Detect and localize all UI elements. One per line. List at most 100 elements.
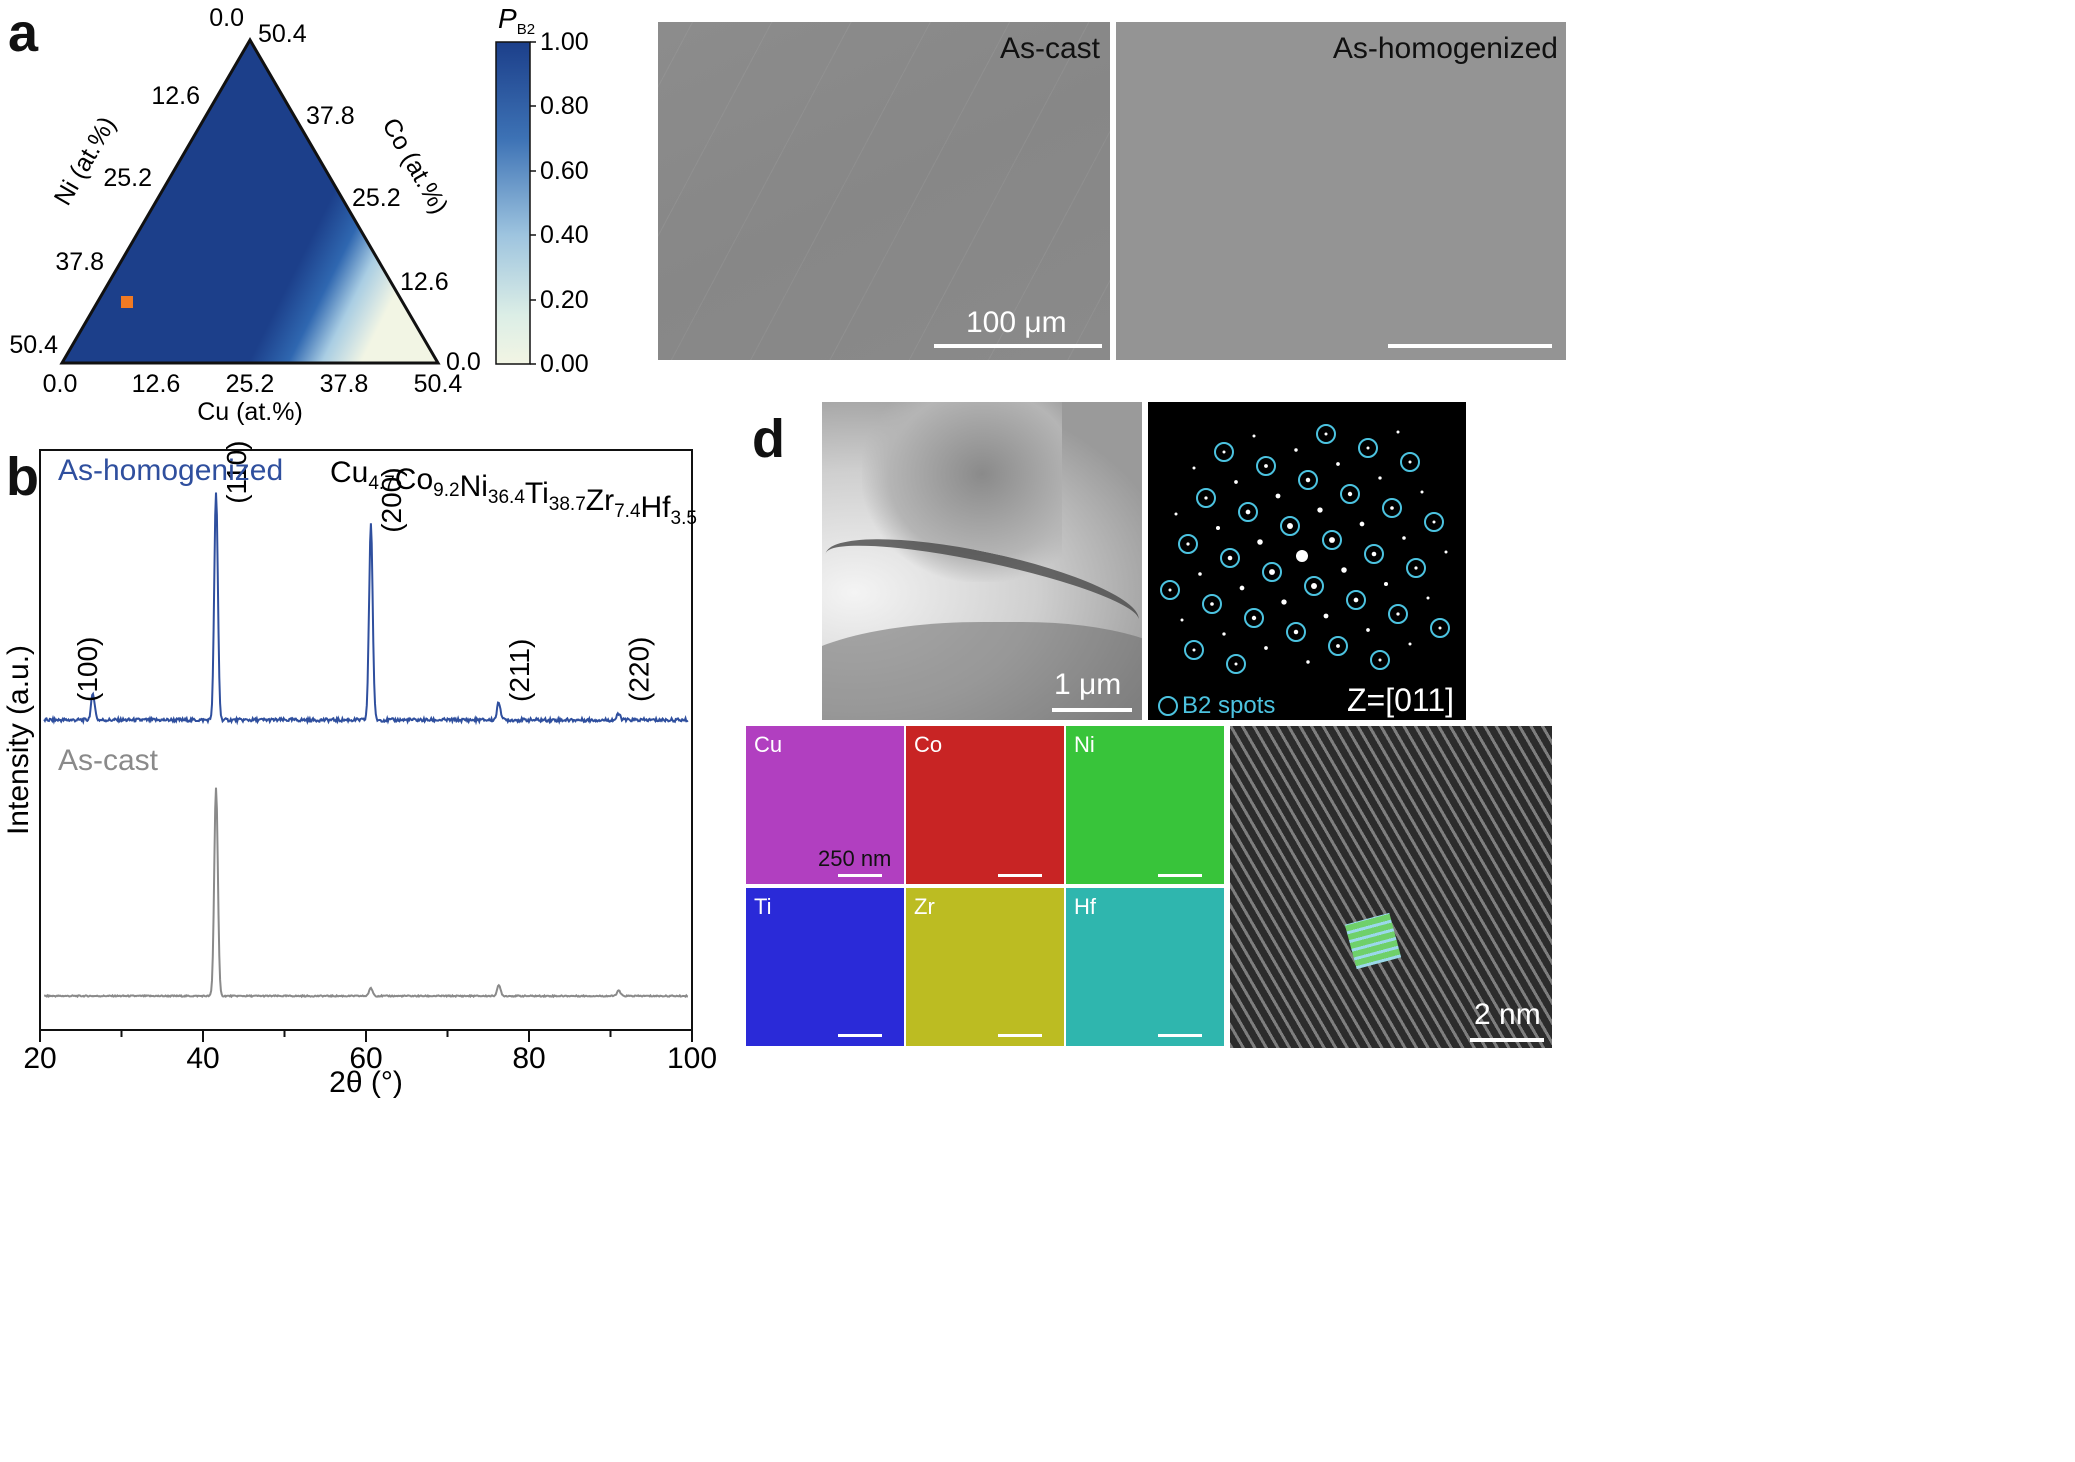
right-tick-5: 0.0	[446, 348, 481, 376]
formula-element: Co	[395, 463, 433, 496]
right-tick-3: 25.2	[352, 184, 401, 212]
bottom-tick-1: 0.0	[43, 370, 78, 398]
xrd-peak-label: (200)	[376, 467, 407, 532]
diffraction-spot	[1420, 490, 1424, 494]
colorbar-ticks	[530, 41, 536, 365]
diffraction-spot	[1402, 536, 1406, 540]
diffraction-spot	[1426, 596, 1430, 600]
diffraction-spot	[1359, 521, 1365, 527]
diffraction-spot	[1305, 477, 1311, 483]
diffraction-spot	[1347, 491, 1353, 497]
panel-letter-a: a	[8, 3, 39, 63]
diffraction-spot	[1264, 646, 1268, 650]
formula-element: Ni	[460, 470, 488, 503]
ternary-left-ticks: 0.0 12.6 25.2 37.8 50.4	[9, 4, 244, 359]
b2-spot-marker	[1424, 512, 1444, 532]
eds-scale-bar-cu	[838, 874, 882, 877]
formula-element: Ti	[525, 477, 549, 510]
diffraction-spot	[1323, 613, 1329, 619]
diffraction-spot	[1168, 588, 1172, 592]
diffraction-spot	[1251, 615, 1257, 621]
cb-tick-1: 1.00	[540, 28, 589, 56]
b2-spot-marker	[1202, 594, 1222, 614]
b2-spot-marker	[1346, 590, 1366, 610]
xrd-peak-label: (110)	[221, 441, 252, 504]
eds-scale-bar-ni	[1158, 874, 1202, 877]
b2-spot-marker	[1280, 516, 1300, 536]
diffraction-spot	[1281, 599, 1287, 605]
diffraction-spot	[1390, 506, 1394, 510]
formula-subscript: 9.2	[433, 480, 459, 501]
right-tick-4: 12.6	[400, 268, 449, 296]
diffraction-spot	[1252, 434, 1256, 438]
eds-label-ni: Ni	[1074, 732, 1095, 757]
b2-spot-marker	[1406, 558, 1426, 578]
right-tick-1: 50.4	[258, 20, 307, 48]
left-tick-5: 50.4	[9, 331, 58, 359]
formula-element: Zr	[586, 484, 614, 517]
diffraction-spot	[1444, 550, 1448, 554]
b2-spot-marker	[1160, 580, 1180, 600]
b2-spot-marker	[1382, 498, 1402, 518]
hrtem-scale-bar	[1470, 1038, 1544, 1042]
xrd-composition-formula: Cu4.7Co9.2Ni36.4Ti38.7Zr7.4Hf3.5	[330, 456, 697, 529]
sem-image-as-cast: As-cast 100 μm	[658, 22, 1110, 360]
xrd-peak-labels: (100) (110) (200) (211) (220)	[72, 441, 655, 702]
diffraction-spot	[1294, 448, 1298, 452]
xrd-series-homogenized-line	[43, 492, 689, 726]
diffraction-spot	[1414, 566, 1418, 570]
saed-spots	[1160, 424, 1450, 674]
cb-tick-4: 0.40	[540, 221, 589, 249]
b2-spot-marker	[1298, 470, 1318, 490]
b2-spot-marker	[1214, 442, 1234, 462]
b2-spot-marker	[1304, 576, 1324, 596]
diffraction-spot	[1317, 507, 1323, 513]
ternary-outline	[59, 37, 441, 365]
cu-axis-title: Cu (at.%)	[197, 398, 303, 426]
diffraction-spot	[1366, 446, 1370, 450]
b2-spot-marker	[1286, 622, 1306, 642]
ternary-diagram: 0.0 12.6 25.2 37.8 50.4 50.4 37.8 25.2 1…	[9, 3, 589, 426]
diffraction-spot	[1204, 496, 1208, 500]
diffraction-spot	[1239, 585, 1245, 591]
eds-scale-label: 250 nm	[818, 846, 892, 871]
colorbar-title: PB2	[498, 3, 535, 38]
eds-scale-bar-hf	[1158, 1034, 1202, 1037]
diffraction-spot	[1192, 648, 1196, 652]
sem-scale-bar-right	[1388, 344, 1552, 348]
eds-map-grid: Cu 250 nm Co Ni Ti Zr Hf	[746, 726, 1226, 1048]
diffraction-spot	[1222, 632, 1226, 636]
b2-spot-marker	[1238, 502, 1258, 522]
diffraction-spot	[1192, 466, 1196, 470]
diffraction-spot	[1198, 572, 1202, 576]
bottom-tick-3: 25.2	[226, 370, 275, 398]
formula-subscript: 38.7	[549, 494, 586, 515]
diffraction-spot	[1234, 662, 1238, 666]
cb-tick-6: 0.00	[540, 350, 589, 378]
diffraction-spot	[1378, 658, 1382, 662]
formula-subscript: 3.5	[671, 508, 697, 529]
ni-axis-title: Ni (at.%)	[49, 112, 122, 210]
diffraction-spot	[1264, 464, 1268, 468]
b2-spot-marker	[1226, 654, 1246, 674]
b2-spot-marker	[1358, 438, 1378, 458]
colorbar	[495, 41, 531, 365]
diffraction-spot	[1245, 509, 1251, 515]
diffraction-spot	[1174, 512, 1178, 516]
diffraction-spot	[1215, 525, 1221, 531]
eds-scale-bar-ti	[838, 1034, 882, 1037]
diffraction-spot	[1378, 476, 1382, 480]
eds-map-ti: Ti	[746, 888, 904, 1046]
xrd-x-tick-label: 100	[667, 1042, 717, 1075]
diffraction-spot	[1269, 569, 1275, 575]
b2-spot-marker	[1178, 534, 1198, 554]
b2-spot-marker	[1220, 548, 1240, 568]
b2-spot-marker	[1256, 456, 1276, 476]
b2-spot-marker	[1388, 604, 1408, 624]
b2-spot-marker	[1400, 452, 1420, 472]
formula-element: Cu	[330, 456, 368, 489]
left-tick-2: 12.6	[151, 82, 200, 110]
xrd-peak-label: (211)	[504, 639, 535, 702]
xrd-x-ticks: 20 40 60 80 100	[23, 1030, 717, 1075]
b2-spot-marker	[1370, 650, 1390, 670]
